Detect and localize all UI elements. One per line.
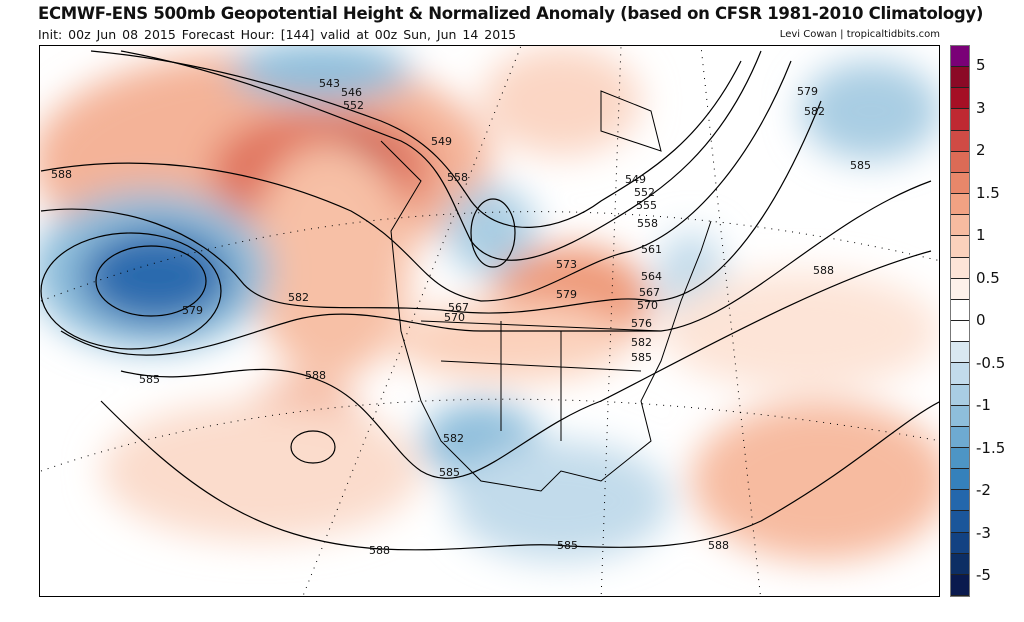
- colorbar-bin: [951, 278, 969, 300]
- contour-label: 585: [557, 539, 578, 552]
- contour-label: 546: [341, 86, 362, 99]
- contour-label: 558: [637, 217, 658, 230]
- contour-label: 549: [431, 135, 452, 148]
- colorbar-bin: [951, 511, 969, 533]
- contour-label: 582: [443, 432, 464, 445]
- contour-label: 567: [448, 301, 469, 314]
- colorbar-bin: [951, 384, 969, 406]
- contour-label: 579: [797, 85, 818, 98]
- colorbar-bin: [951, 321, 969, 343]
- colorbar-bin: [951, 299, 969, 322]
- contour-label: 582: [631, 336, 652, 349]
- colorbar-label: -1: [976, 396, 991, 414]
- colorbar-label: 0.5: [976, 268, 1000, 287]
- contour-label: 543: [319, 77, 340, 90]
- height-contours: [40, 50, 939, 551]
- colorbar-bin: [951, 172, 969, 195]
- colorbar-label: 0: [976, 311, 986, 329]
- contour-label: 588: [51, 168, 72, 181]
- map-title: ECMWF-ENS 500mb Geopotential Height & No…: [38, 4, 984, 23]
- colorbar-label: 1.5: [976, 183, 1000, 202]
- map-subtitle: Init: 00z Jun 08 2015 Forecast Hour: [14…: [38, 27, 517, 42]
- colorbar-label: 1: [976, 226, 986, 244]
- contour-label: 552: [634, 186, 655, 199]
- colorbar-bin: [951, 426, 969, 448]
- colorbar-label: 3: [976, 98, 986, 117]
- colorbar-bin: [951, 490, 969, 512]
- colorbar-label: 5: [976, 56, 986, 74]
- colorbar-bin: [951, 532, 969, 554]
- contour-label: 573: [556, 258, 577, 271]
- contour-label: 588: [813, 264, 834, 277]
- colorbar-bin: [951, 109, 969, 131]
- contour-label: 549: [625, 173, 646, 186]
- contour-label: 582: [288, 291, 309, 304]
- graticule: [40, 46, 939, 596]
- contour-label: 555: [636, 199, 657, 212]
- height-anomaly-map: 543 546 552 549 558 549 552 555 558 561 564 567 570 5…: [39, 45, 940, 597]
- colorbar-label: 2: [976, 141, 986, 159]
- colorbar-label: -2: [976, 481, 991, 499]
- colorbar-bin: [951, 194, 969, 216]
- contour-label: 585: [631, 351, 652, 364]
- colorbar-bin: [951, 469, 969, 491]
- colorbar-bin: [951, 553, 969, 575]
- anomaly-shading: [40, 46, 939, 561]
- colorbar-bin: [951, 574, 969, 597]
- colorbar-bin: [951, 46, 969, 68]
- contour-label: 567: [639, 286, 660, 299]
- contour-label: 561: [641, 243, 662, 256]
- contour-label: 570: [637, 299, 658, 312]
- colorbar-label: -5: [976, 566, 991, 584]
- contour-label: 552: [343, 99, 364, 112]
- map-credit: Levi Cowan | tropicaltidbits.com: [779, 29, 940, 40]
- contour-label: 564: [641, 270, 662, 283]
- coastlines: [380, 90, 712, 492]
- colorbar-bin: [951, 67, 969, 89]
- contour-label: 558: [447, 171, 468, 184]
- contour-label: 588: [708, 539, 729, 552]
- colorbar-label: -3: [976, 523, 991, 542]
- colorbar-label: -1.5: [976, 438, 1006, 457]
- contour-label: 582: [804, 105, 825, 118]
- colorbar-bin: [951, 151, 969, 173]
- contour-label: 588: [369, 544, 390, 557]
- colorbar-bin: [951, 405, 969, 427]
- colorbar-label: -0.5: [976, 353, 1006, 372]
- contour-label: 576: [631, 317, 652, 330]
- colorbar: [950, 45, 970, 597]
- colorbar-bin: [951, 236, 969, 258]
- colorbar-bin: [951, 342, 969, 364]
- colorbar-bin: [951, 447, 969, 470]
- colorbar-bin: [951, 88, 969, 110]
- colorbar-bin: [951, 130, 969, 152]
- colorbar-bin: [951, 363, 969, 385]
- contour-label: 579: [182, 304, 203, 317]
- contour-label: 585: [139, 373, 160, 386]
- contour-label: 570: [444, 311, 465, 324]
- contour-label: 588: [305, 369, 326, 382]
- colorbar-bin: [951, 215, 969, 237]
- contour-label: 585: [439, 466, 460, 479]
- colorbar-bin: [951, 257, 969, 279]
- contour-label: 585: [850, 159, 871, 172]
- contour-label: 579: [556, 288, 577, 301]
